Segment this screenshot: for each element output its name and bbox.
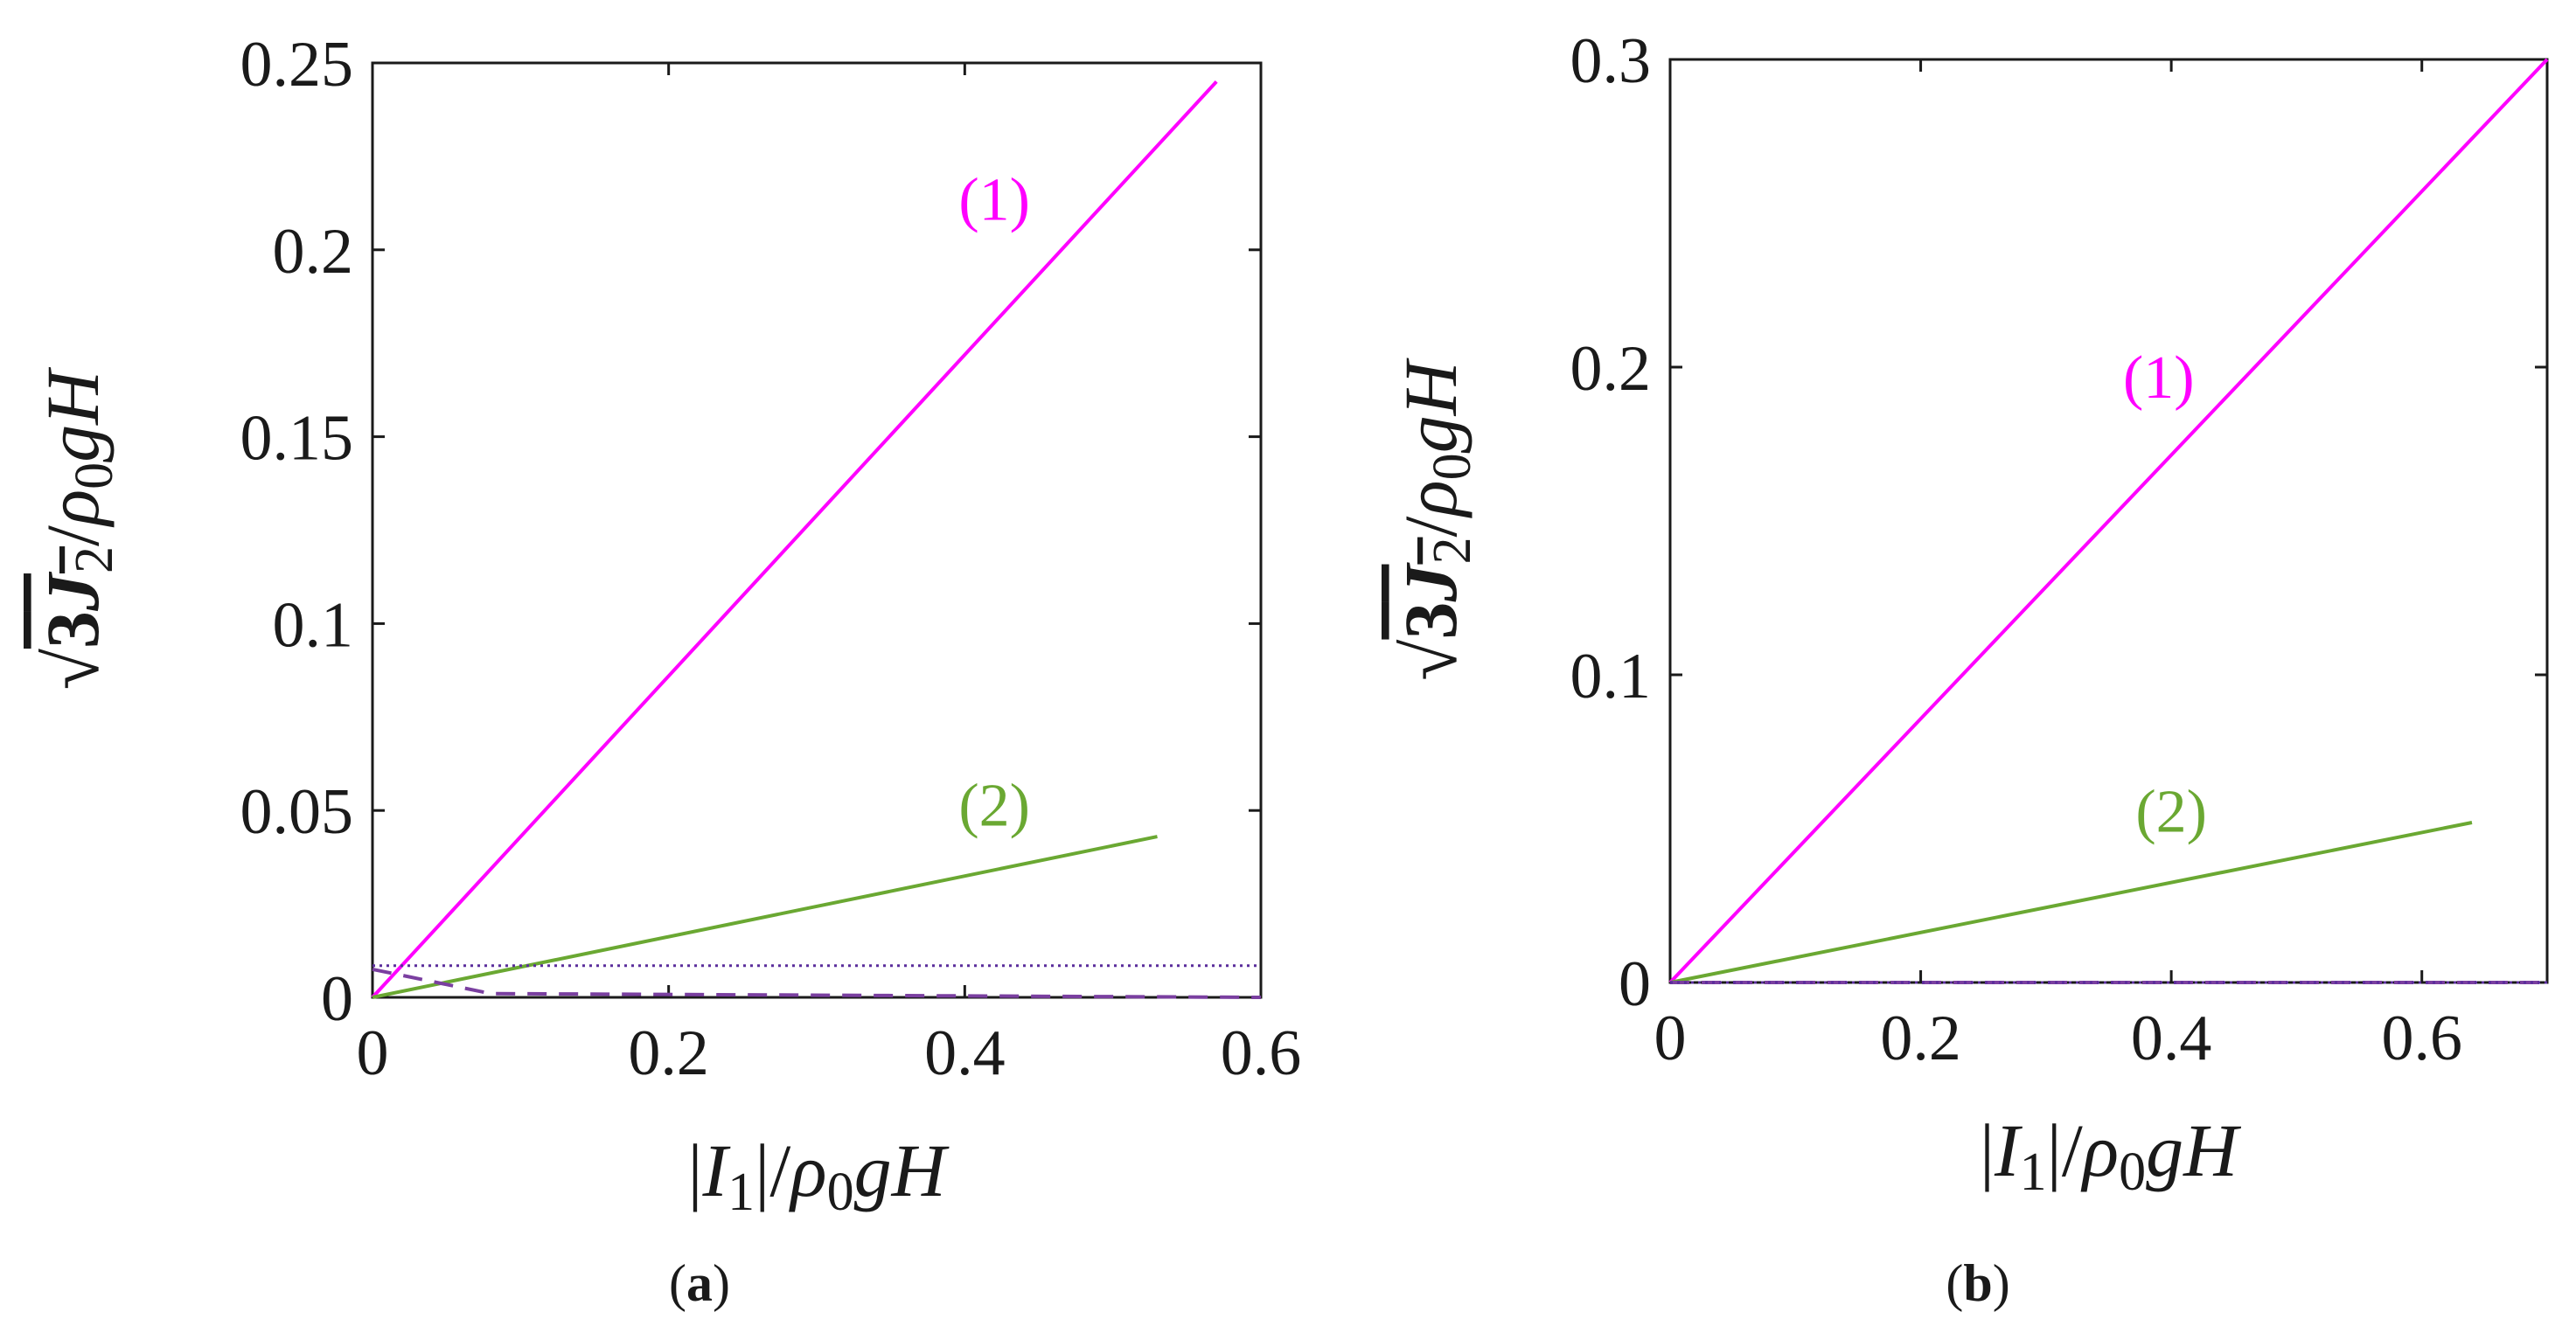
- panel-a: 0 0.2 0.4 0.6 0 0.05 0.1 0.15 0.2 0.25 (1) (2) |I1|/…: [31, 29, 1301, 1312]
- series-line-2: [372, 835, 1158, 999]
- series-label-2: (2): [958, 772, 1030, 839]
- y-tick-label: 0.15: [240, 403, 354, 475]
- series-label-1: (1): [958, 167, 1030, 234]
- y-axis-label: √3J2/ρ0gH: [1389, 358, 1482, 680]
- y-tick-label: 0.1: [273, 589, 354, 661]
- x-axis-label: |I1|/ρ0gH: [687, 1128, 949, 1222]
- series-line-1: [371, 80, 1218, 999]
- y-tick-label: 0.3: [1570, 25, 1652, 97]
- panel-caption: (b): [1946, 1254, 2009, 1312]
- x-tick-label: 0.6: [1221, 1017, 1302, 1089]
- panel-caption: (a): [669, 1254, 730, 1312]
- series-line-1: [1668, 58, 2549, 984]
- x-tick-label: 0.2: [628, 1017, 709, 1089]
- x-tick-label: 0.4: [924, 1017, 1006, 1089]
- y-tick-label: 0.1: [1570, 641, 1652, 712]
- y-tick-label: 0: [1619, 948, 1651, 1020]
- series-label-1: (1): [2123, 344, 2195, 412]
- series-line-dashed: [372, 967, 1262, 999]
- x-axis-label: |I1|/ρ0gH: [1980, 1108, 2241, 1202]
- y-tick-label: 0: [321, 963, 353, 1035]
- x-tick-label: 0: [1654, 1003, 1687, 1074]
- plot-frame: [371, 61, 1263, 999]
- x-tick-label: 0.6: [2381, 1003, 2462, 1074]
- x-tick-label: 0: [357, 1017, 389, 1089]
- y-tick-label: 0.25: [240, 29, 354, 101]
- y-axis-label: √3J2/ρ0gH: [31, 367, 124, 690]
- x-tick-label: 0.4: [2131, 1003, 2212, 1074]
- series-label-2: (2): [2135, 779, 2207, 846]
- panel-b: 0 0.2 0.4 0.6 0 0.1 0.2 0.3 (1) (2) |I1|/ρ0gH √3J2/…: [1389, 25, 2549, 1312]
- series-line-2: [1669, 821, 2473, 984]
- y-tick-label: 0.05: [240, 776, 354, 848]
- y-tick-label: 0.2: [1570, 333, 1652, 405]
- plot-frame: [1668, 58, 2549, 984]
- y-tick-label: 0.2: [273, 216, 354, 288]
- x-tick-label: 0.2: [1880, 1003, 1961, 1074]
